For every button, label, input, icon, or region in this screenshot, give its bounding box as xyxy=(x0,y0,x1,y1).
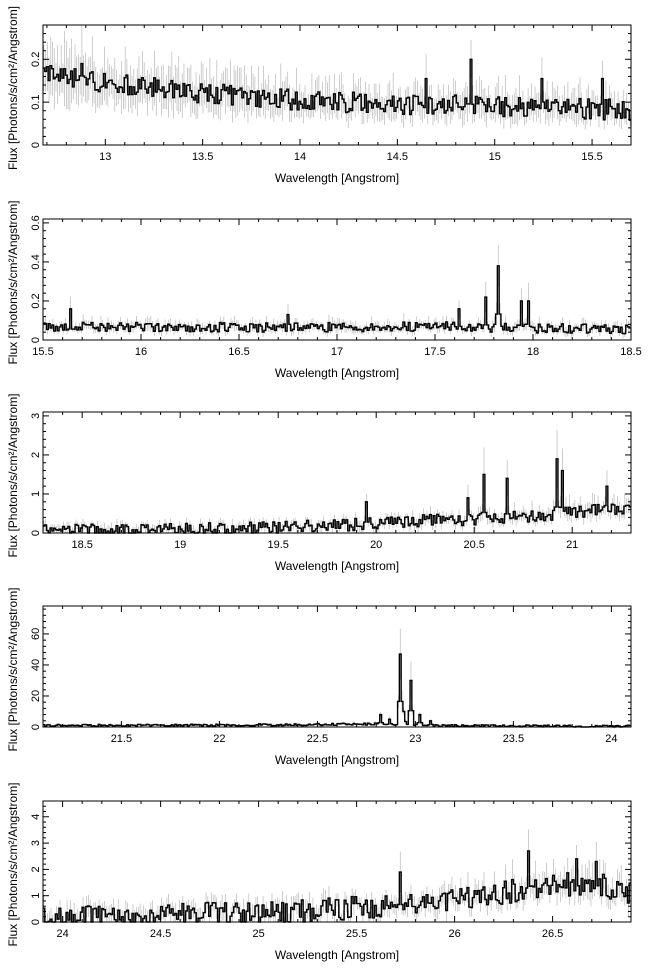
x-tick-label: 20 xyxy=(370,539,382,551)
spectrum-line xyxy=(43,265,631,335)
x-tick-label: 17 xyxy=(331,346,343,358)
x-tick-label: 24 xyxy=(56,928,68,940)
x-tick-label: 16.5 xyxy=(228,346,249,358)
y-tick-label: 1 xyxy=(30,491,42,497)
y-tick-label: 2 xyxy=(30,866,42,872)
x-tick-label: 22.5 xyxy=(307,733,328,745)
y-tick-label: 0.1 xyxy=(30,94,42,109)
y-tick-label: 0.6 xyxy=(30,215,42,230)
x-tick-label: 15 xyxy=(489,151,501,163)
x-tick-label: 15.5 xyxy=(32,346,53,358)
y-tick-label: 4 xyxy=(30,814,42,820)
x-tick-label: 21.5 xyxy=(111,733,132,745)
spectrum-line xyxy=(43,458,631,534)
x-tick-label: 25 xyxy=(252,928,264,940)
x-tick-label: 26 xyxy=(448,928,460,940)
y-tick-label: 20 xyxy=(30,690,42,702)
x-tick-label: 25.5 xyxy=(346,928,367,940)
error-bars xyxy=(43,25,631,130)
plot-frame xyxy=(42,800,632,923)
y-axis-title: Flux [Photons/s/cm²/Angstrom] xyxy=(6,200,20,364)
x-axis-title: Wavelength [Angstrom] xyxy=(275,948,399,962)
y-tick-label: 0.2 xyxy=(30,52,42,67)
x-tick-label: 14.5 xyxy=(387,151,408,163)
y-tick-label: 0.2 xyxy=(30,293,42,308)
y-axis-title: Flux [Photons/s/cm²/Angstrom] xyxy=(6,782,20,946)
x-axis-title: Wavelength [Angstrom] xyxy=(275,753,399,767)
spectrum-panel-1: 13 13.5 14 14.5 15 15.5 0 0.1 0.2 Wavelength [Ang… xyxy=(6,6,632,185)
x-tick-label: 18.5 xyxy=(620,346,641,358)
y-tick-label: 0 xyxy=(30,337,42,343)
y-tick-label: 1 xyxy=(30,893,42,899)
x-tick-label: 21 xyxy=(566,539,578,551)
y-tick-label: 0.4 xyxy=(30,254,42,269)
x-tick-label: 26.5 xyxy=(542,928,563,940)
x-axis-title: Wavelength [Angstrom] xyxy=(275,559,399,573)
x-tick-label: 19 xyxy=(174,539,186,551)
y-axis-title: Flux [Photons/s/cm²/Angstrom] xyxy=(6,587,20,751)
y-axis-title: Flux [Photons/s/cm²/Angstrom] xyxy=(6,393,20,557)
y-axis-title: Flux [Photons/s/cm²/Angstrom] xyxy=(6,6,20,170)
spectrum-panel-4: 21.5 22 22.5 23 23.5 24 0 20 40 60 Wavelength [Ang… xyxy=(6,587,632,767)
spectrum-panel-5: 24 24.5 25 25.5 26 26.5 0 1 2 3 4 Wavelength [Angst… xyxy=(6,782,632,962)
error-bars xyxy=(43,829,631,922)
x-tick-label: 18.5 xyxy=(71,539,92,551)
x-tick-label: 13.5 xyxy=(192,151,213,163)
x-axis-title: Wavelength [Angstrom] xyxy=(275,171,399,185)
y-tick-label: 60 xyxy=(30,628,42,640)
x-tick-label: 16 xyxy=(135,346,147,358)
x-axis-title: Wavelength [Angstrom] xyxy=(275,366,399,380)
spectrum-line xyxy=(43,653,631,728)
x-tick-label: 24.5 xyxy=(150,928,171,940)
y-tick-label: 0 xyxy=(30,724,42,730)
y-tick-label: 2 xyxy=(30,452,42,458)
x-tick-label: 17.5 xyxy=(424,346,445,358)
y-tick-label: 0 xyxy=(30,142,42,148)
x-tick-label: 18 xyxy=(527,346,539,358)
y-tick-label: 0 xyxy=(30,530,42,536)
error-bars xyxy=(43,628,631,727)
x-tick-label: 24 xyxy=(605,733,617,745)
spectrum-panel-3: 18.5 19 19.5 20 20.5 21 0 1 2 3 Wavelength [Angstr… xyxy=(6,393,632,573)
x-tick-label: 19.5 xyxy=(267,539,288,551)
spectrum-line xyxy=(43,58,631,121)
x-tick-label: 15.5 xyxy=(581,151,602,163)
spectrum-line xyxy=(43,850,631,923)
x-tick-label: 22 xyxy=(213,733,225,745)
x-tick-label: 23 xyxy=(409,733,421,745)
plot-frame xyxy=(42,605,632,728)
y-tick-label: 3 xyxy=(30,840,42,846)
y-tick-label: 0 xyxy=(30,919,42,925)
x-tick-label: 20.5 xyxy=(463,539,484,551)
x-tick-label: 14 xyxy=(294,151,306,163)
y-tick-label: 3 xyxy=(30,413,42,419)
x-tick-label: 23.5 xyxy=(503,733,524,745)
y-tick-label: 40 xyxy=(30,659,42,671)
x-tick-label: 13 xyxy=(99,151,111,163)
spectrum-panel-2: 15.5 16 16.5 17 17.5 18 18.5 0 0.2 0.4 0.6 Waveleng… xyxy=(6,200,642,380)
